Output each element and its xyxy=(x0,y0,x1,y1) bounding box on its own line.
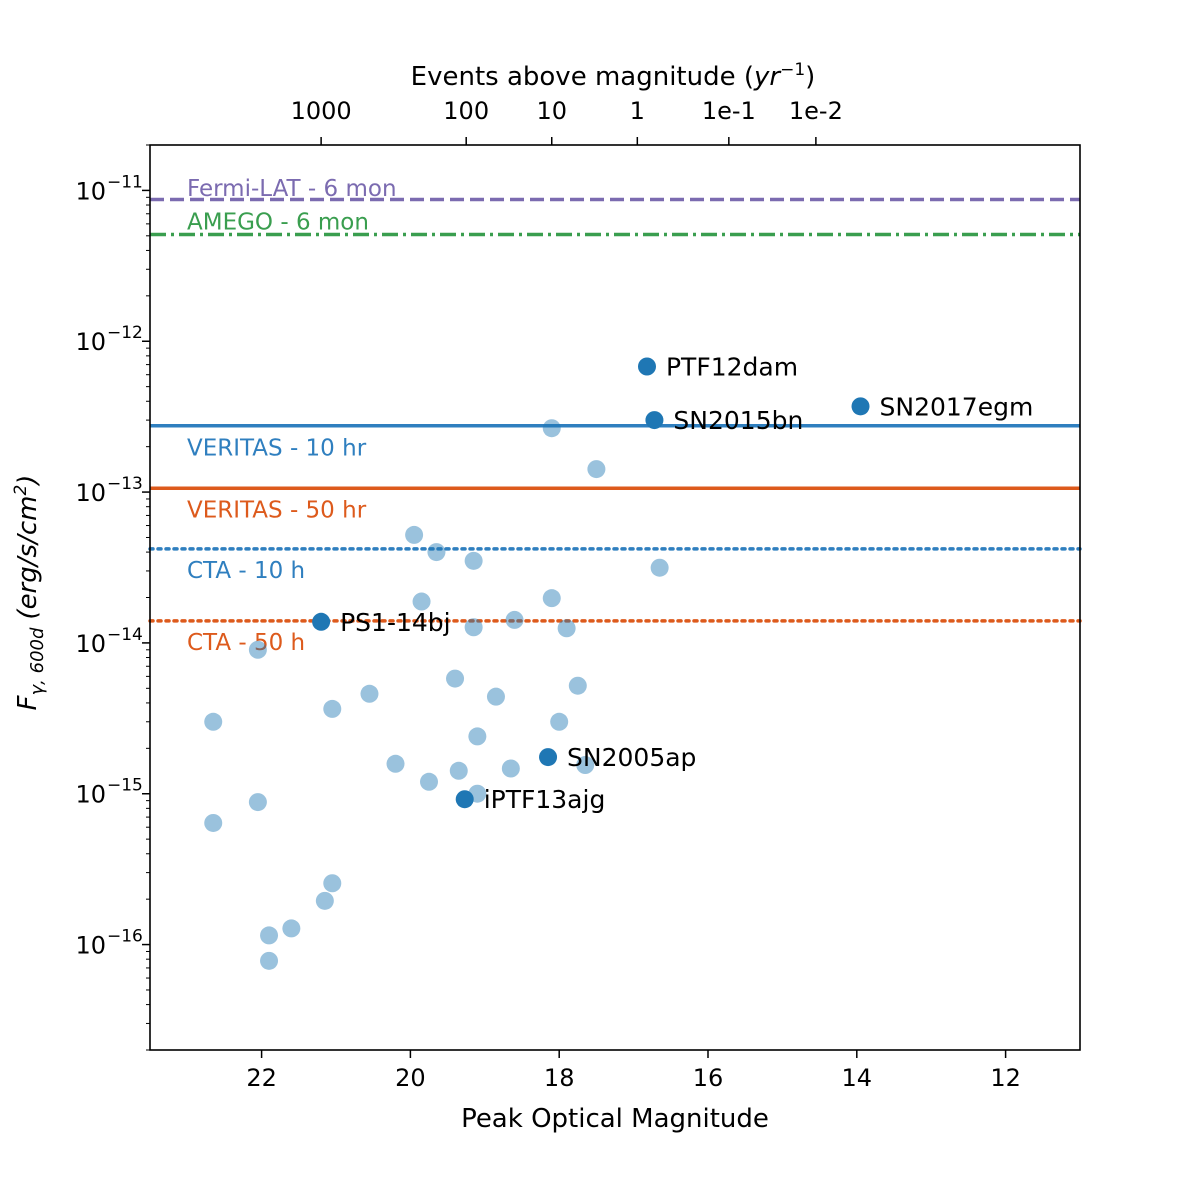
y-axis-label: Fγ, 600d (erg/s/cm2) xyxy=(11,475,48,711)
y-tick-exponent: −14 xyxy=(107,625,143,645)
data-point xyxy=(412,592,431,611)
y-tick-exponent: −11 xyxy=(107,172,143,192)
data-point xyxy=(420,772,438,791)
data-point xyxy=(315,891,334,910)
y-axis-label-main: F xyxy=(13,694,43,710)
data-point xyxy=(650,558,669,577)
top-tick-label: 1000 xyxy=(291,97,352,125)
y-tick-exponent: −16 xyxy=(107,927,143,947)
y-tick-exponent: −13 xyxy=(107,474,143,494)
labeled-point xyxy=(637,357,656,376)
y-tick-label: 10 xyxy=(75,328,106,356)
x-tick-label: 20 xyxy=(395,1064,426,1092)
data-point xyxy=(248,640,267,659)
data-point xyxy=(550,712,569,731)
y-tick-label: 10 xyxy=(75,630,106,658)
y-tick-label: 10 xyxy=(75,177,106,205)
data-point xyxy=(248,793,267,812)
y-tick-exponent: −15 xyxy=(107,776,143,796)
x-axis-label: Peak Optical Magnitude xyxy=(461,1104,769,1134)
data-point xyxy=(505,610,524,629)
data-points xyxy=(204,357,870,970)
y-axis-label-units-close: ) xyxy=(13,475,43,487)
top-tick-label: 1e-1 xyxy=(702,97,756,125)
reference-line-label: Fermi-LAT - 6 mon xyxy=(187,176,397,202)
top-axis-label-var: yr xyxy=(753,62,782,92)
y-tick-label: 10 xyxy=(75,781,106,809)
data-point xyxy=(323,874,342,893)
point-label: iPTF13ajg xyxy=(484,785,606,814)
labeled-point xyxy=(851,397,870,416)
top-tick-label: 1e-2 xyxy=(789,97,843,125)
top-axis-label: Events above magnitude (yr−1) xyxy=(411,60,816,92)
data-point xyxy=(568,676,587,695)
data-point xyxy=(587,460,606,479)
data-point xyxy=(501,759,520,778)
point-label: SN2017egm xyxy=(880,392,1034,421)
data-point xyxy=(576,756,595,775)
data-point xyxy=(260,951,279,970)
data-point xyxy=(282,919,301,938)
data-point xyxy=(386,754,405,773)
point-label: SN2005ap xyxy=(567,743,696,772)
y-axis-label-sub: γ, 600d xyxy=(27,627,48,695)
reference-line-label: VERITAS - 10 hr xyxy=(187,436,367,462)
data-point xyxy=(204,712,223,731)
y-tick-exponent: −12 xyxy=(107,323,143,343)
reference-line-label: AMEGO - 6 mon xyxy=(187,210,369,236)
point-labels: PTF12dam SN2015bn SN2017egm PS1-14bj SN2005a… xyxy=(340,353,1033,815)
reference-lines: Fermi-LAT - 6 mon AMEGO - 6 mon VERITAS - … xyxy=(148,176,1082,656)
data-point xyxy=(486,687,505,706)
labeled-point xyxy=(312,612,331,631)
top-tick-label: 100 xyxy=(443,97,489,125)
reference-line-label: CTA - 50 h xyxy=(187,630,305,656)
top-axis-label-sup: −1 xyxy=(780,60,805,80)
data-point xyxy=(323,699,342,718)
data-point xyxy=(260,926,279,945)
top-tick-label: 1 xyxy=(630,97,645,125)
x-axis: 22 20 18 16 14 12 xyxy=(246,1050,1021,1092)
data-point xyxy=(542,419,561,438)
reference-line-label: CTA - 10 h xyxy=(187,558,305,584)
point-label: PTF12dam xyxy=(666,353,798,382)
data-point xyxy=(464,551,483,570)
data-point xyxy=(468,727,487,746)
data-point xyxy=(360,684,379,703)
y-tick-label: 10 xyxy=(75,479,106,507)
data-point xyxy=(446,669,465,688)
x-tick-label: 12 xyxy=(990,1064,1021,1092)
data-point xyxy=(427,543,446,562)
x-tick-label: 16 xyxy=(693,1064,724,1092)
data-point xyxy=(464,618,483,637)
x-tick-label: 22 xyxy=(246,1064,277,1092)
data-point xyxy=(204,813,223,832)
point-label: SN2015bn xyxy=(673,406,803,435)
data-point xyxy=(449,761,468,780)
y-axis-label-units-sup: 2 xyxy=(11,485,31,496)
top-axis: 1000 100 10 1 1e-1 1e-2 xyxy=(291,97,843,145)
labeled-point xyxy=(539,748,558,767)
top-axis-label-suffix: ) xyxy=(805,62,815,92)
data-point xyxy=(557,619,576,638)
top-axis-label-prefix: Events above magnitude ( xyxy=(411,62,754,92)
data-point xyxy=(405,525,424,544)
labeled-point xyxy=(455,790,474,809)
point-label: PS1-14bj xyxy=(340,608,451,637)
top-tick-label: 10 xyxy=(536,97,567,125)
y-axis-label-units: (erg/s/cm xyxy=(13,496,43,620)
x-tick-label: 18 xyxy=(544,1064,575,1092)
y-tick-label: 10 xyxy=(75,932,106,960)
labeled-point xyxy=(645,411,664,430)
reference-line-label: VERITAS - 50 hr xyxy=(187,497,367,523)
x-tick-label: 14 xyxy=(842,1064,873,1092)
data-point xyxy=(542,589,561,608)
